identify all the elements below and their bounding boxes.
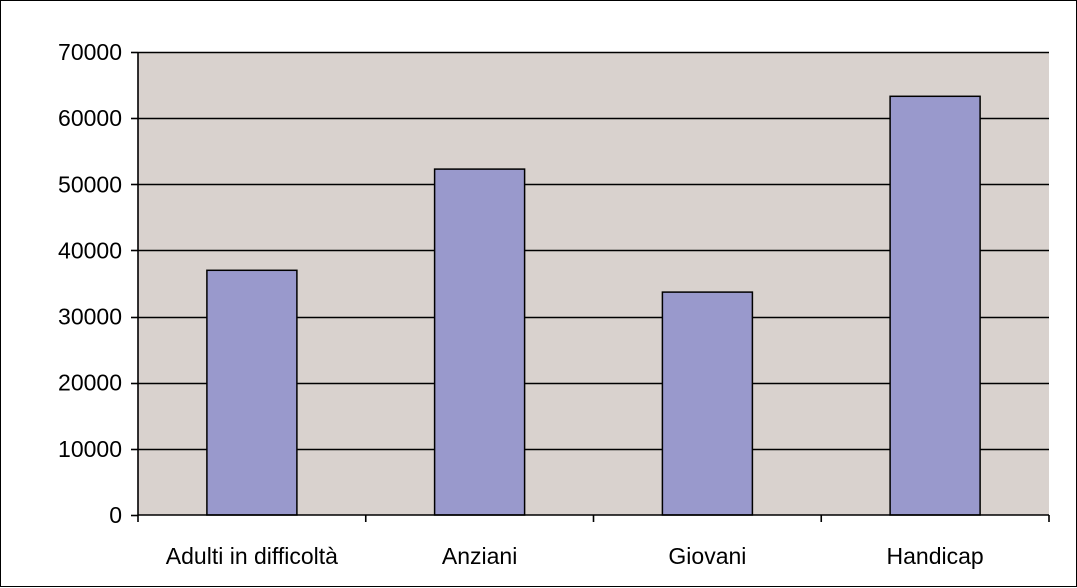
- y-tick-label: 60000: [58, 105, 122, 131]
- x-tick-labels: Adulti in difficoltà Anziani Giovani Handic…: [166, 543, 984, 569]
- y-tick-label: 0: [109, 502, 122, 528]
- x-tick-label: Anziani: [442, 543, 517, 569]
- y-tick-label: 30000: [58, 304, 122, 330]
- bar: [889, 95, 981, 516]
- x-tick-label: Adulti in difficoltà: [166, 543, 338, 569]
- bar: [206, 269, 298, 516]
- y-tick-label: 10000: [58, 436, 122, 462]
- y-tick-labels: 0 10000 20000 30000 40000 50000 60000 70000: [58, 39, 122, 528]
- y-tick-label: 20000: [58, 370, 122, 396]
- bar: [661, 291, 754, 516]
- bar: [433, 168, 526, 516]
- y-tick-label: 40000: [58, 237, 122, 263]
- x-tick-label: Giovani: [668, 543, 746, 569]
- y-tick-label: 70000: [58, 39, 122, 65]
- y-tick-label: 50000: [58, 171, 122, 197]
- axes: [131, 51, 1050, 522]
- x-tick-label: Handicap: [887, 543, 984, 569]
